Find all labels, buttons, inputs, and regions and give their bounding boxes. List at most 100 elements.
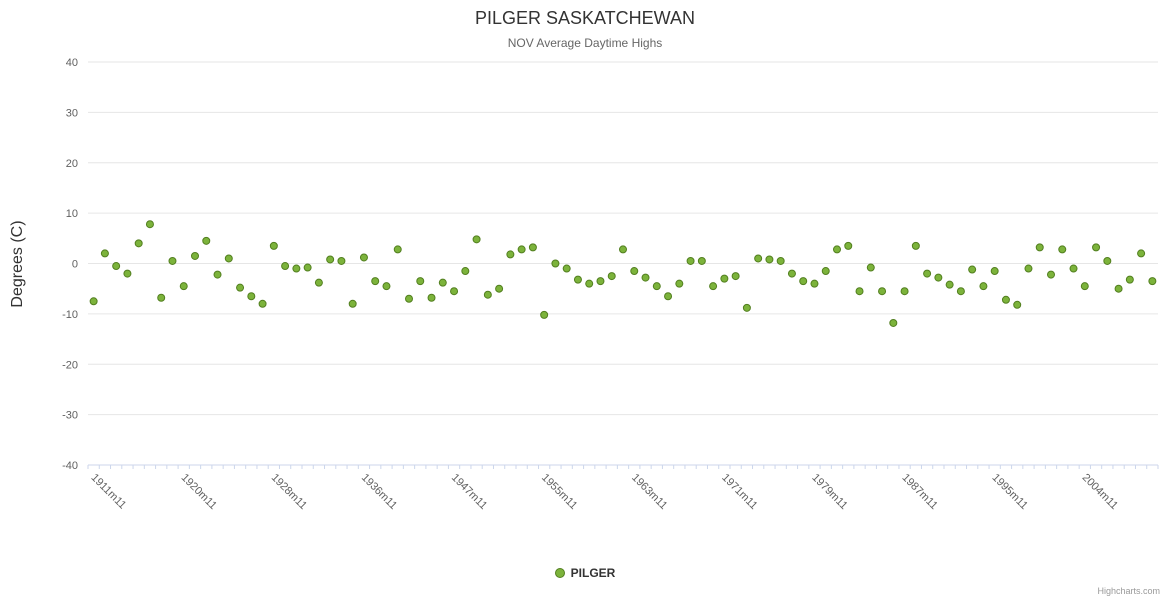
data-point[interactable] <box>934 273 943 282</box>
data-point[interactable] <box>900 287 909 296</box>
data-point[interactable] <box>562 264 571 273</box>
data-point[interactable] <box>314 278 323 287</box>
data-point[interactable] <box>652 282 661 291</box>
data-point[interactable] <box>179 282 188 291</box>
data-point[interactable] <box>495 284 504 293</box>
data-point[interactable] <box>607 272 616 281</box>
data-point[interactable] <box>269 241 278 250</box>
data-point[interactable] <box>517 245 526 254</box>
data-point[interactable] <box>956 287 965 296</box>
data-point[interactable] <box>1024 264 1033 273</box>
data-point[interactable] <box>720 274 729 283</box>
data-point[interactable] <box>337 256 346 265</box>
data-point[interactable] <box>1148 277 1157 286</box>
data-point[interactable] <box>810 279 819 288</box>
data-point[interactable] <box>303 263 312 272</box>
credits-link[interactable]: Highcharts.com <box>1097 586 1160 596</box>
data-point[interactable] <box>878 287 887 296</box>
data-point[interactable] <box>450 287 459 296</box>
data-point[interactable] <box>1137 249 1146 258</box>
data-point[interactable] <box>866 263 875 272</box>
legend-item-pilger[interactable]: PILGER <box>570 566 616 580</box>
data-point[interactable] <box>551 259 560 268</box>
data-point[interactable] <box>765 255 774 264</box>
data-point[interactable] <box>844 241 853 250</box>
data-point[interactable] <box>697 256 706 265</box>
data-point[interactable] <box>776 256 785 265</box>
data-point[interactable] <box>675 279 684 288</box>
legend-marker-icon[interactable] <box>554 568 565 578</box>
data-point[interactable] <box>731 272 740 281</box>
data-point[interactable] <box>281 262 290 271</box>
data-point[interactable] <box>213 270 222 279</box>
data-point[interactable] <box>742 303 751 312</box>
data-point[interactable] <box>89 297 98 306</box>
data-point[interactable] <box>979 282 988 291</box>
data-point[interactable] <box>630 267 639 276</box>
data-point[interactable] <box>1058 245 1067 254</box>
data-point[interactable] <box>236 283 245 292</box>
data-point[interactable] <box>461 267 470 276</box>
data-point[interactable] <box>787 269 796 278</box>
data-point[interactable] <box>1069 264 1078 273</box>
data-point[interactable] <box>202 236 211 245</box>
data-point[interactable] <box>382 282 391 291</box>
data-point[interactable] <box>100 249 109 258</box>
data-point[interactable] <box>1092 243 1101 252</box>
data-point[interactable] <box>709 282 718 291</box>
data-point[interactable] <box>833 245 841 254</box>
data-point[interactable] <box>889 318 898 327</box>
data-point[interactable] <box>968 265 977 274</box>
data-point[interactable] <box>1035 243 1044 252</box>
data-point[interactable] <box>191 251 199 260</box>
data-point[interactable] <box>157 293 166 302</box>
data-point[interactable] <box>641 273 650 282</box>
data-point[interactable] <box>348 299 357 308</box>
data-point[interactable] <box>371 277 380 286</box>
data-point[interactable] <box>596 277 605 286</box>
data-point[interactable] <box>911 241 920 250</box>
data-point[interactable] <box>1001 295 1010 304</box>
data-point[interactable] <box>1103 256 1112 265</box>
data-point[interactable] <box>145 220 154 229</box>
data-point[interactable] <box>1047 270 1055 279</box>
data-point[interactable] <box>405 294 413 303</box>
data-point[interactable] <box>224 254 233 263</box>
data-point[interactable] <box>438 278 447 287</box>
data-point[interactable] <box>123 269 132 278</box>
x-axis-label: 1911m11 <box>89 472 129 512</box>
data-point[interactable] <box>168 256 177 265</box>
data-point[interactable] <box>540 310 549 319</box>
data-point[interactable] <box>112 262 121 271</box>
data-point[interactable] <box>247 292 256 301</box>
data-point[interactable] <box>923 269 932 278</box>
data-point[interactable] <box>258 299 267 308</box>
data-point[interactable] <box>326 255 335 264</box>
data-point[interactable] <box>1013 300 1022 309</box>
data-point[interactable] <box>821 267 830 276</box>
data-point[interactable] <box>799 277 808 286</box>
data-point[interactable] <box>427 293 436 302</box>
data-point[interactable] <box>619 245 627 254</box>
data-point[interactable] <box>585 279 594 288</box>
data-point[interactable] <box>855 287 864 296</box>
data-point[interactable] <box>573 275 582 284</box>
data-point[interactable] <box>990 267 999 276</box>
data-point[interactable] <box>393 245 402 254</box>
data-point[interactable] <box>1125 275 1134 284</box>
data-point[interactable] <box>1080 282 1089 291</box>
data-point[interactable] <box>754 254 763 263</box>
data-point[interactable] <box>359 253 368 262</box>
data-point[interactable] <box>506 250 515 259</box>
data-point[interactable] <box>472 235 481 244</box>
data-point[interactable] <box>483 290 492 299</box>
data-point[interactable] <box>292 264 301 273</box>
data-point[interactable] <box>945 280 954 289</box>
data-point[interactable] <box>686 256 695 265</box>
data-point[interactable] <box>1114 284 1123 293</box>
data-point[interactable] <box>416 277 425 286</box>
data-point[interactable] <box>528 243 537 252</box>
data-point[interactable] <box>134 239 143 248</box>
data-point[interactable] <box>664 292 673 301</box>
